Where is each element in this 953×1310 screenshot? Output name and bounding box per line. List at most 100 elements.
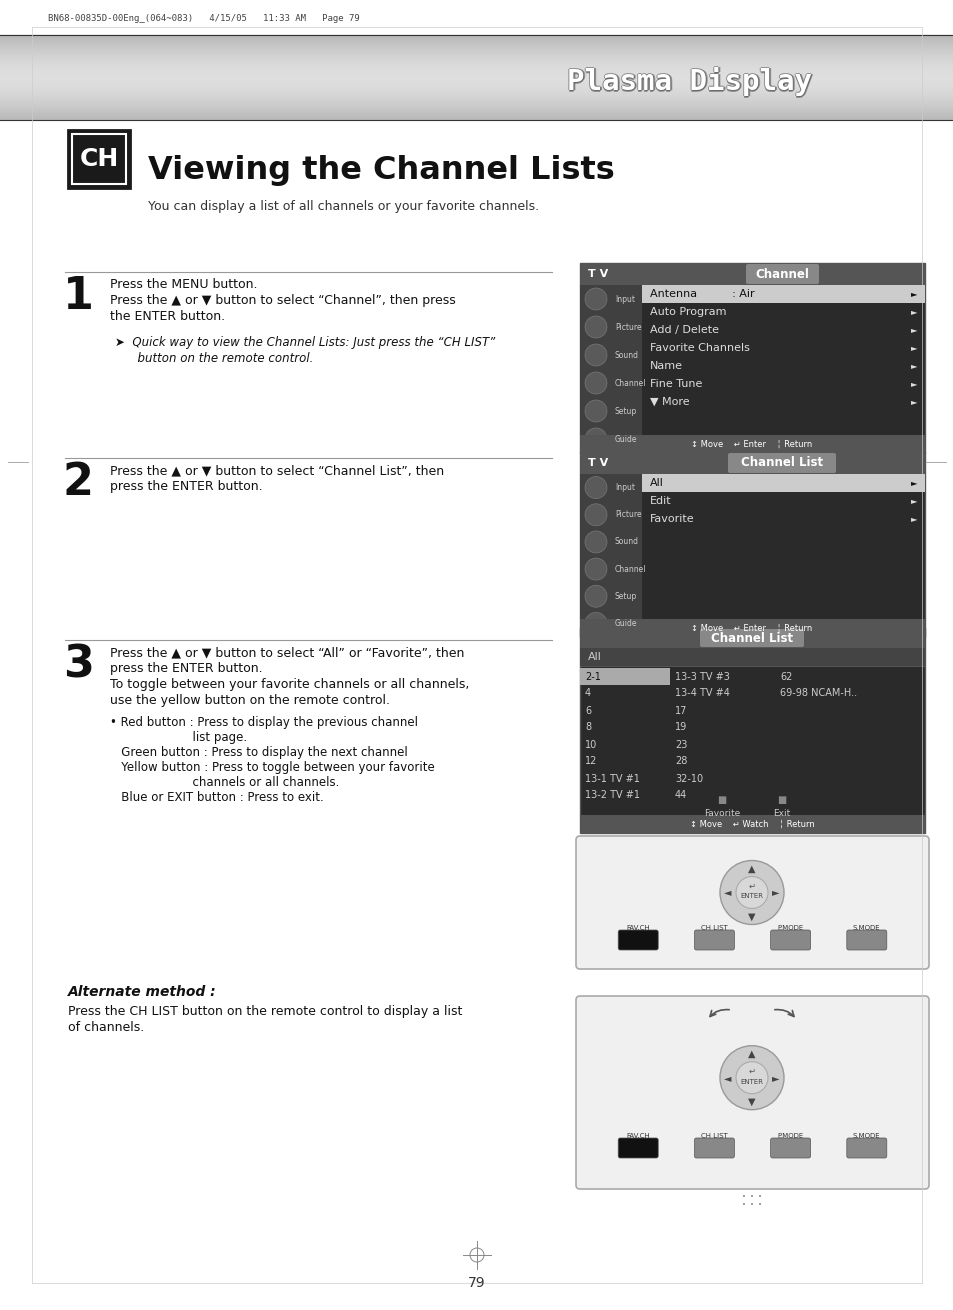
Text: ▲: ▲ [747,863,755,874]
Text: ►: ► [909,343,916,352]
Bar [579,435,924,453]
Text: Favorite: Favorite [649,514,694,524]
Text: 69-98 NCAM-H..: 69-98 NCAM-H.. [780,689,856,698]
Text: button on the remote control.: button on the remote control. [115,352,313,365]
Bar [579,668,669,685]
Bar [490,50,530,54]
Text: Input: Input [615,295,635,304]
FancyBboxPatch shape [694,1138,734,1158]
Text: Auto Program: Auto Program [649,307,726,317]
Text: ◄: ◄ [723,1073,731,1082]
Bar [579,263,924,286]
Bar [869,55,894,60]
Bar [68,130,130,189]
Text: T V: T V [587,458,608,468]
Bar [629,50,659,56]
Text: 44: 44 [675,790,686,800]
Bar [579,286,641,453]
Bar [579,620,924,637]
Text: Plasma Display: Plasma Display [567,68,812,97]
Bar [641,286,924,303]
Text: the ENTER button.: the ENTER button. [110,310,225,324]
Text: Picture: Picture [615,322,641,331]
Text: P.MODE: P.MODE [777,1133,802,1138]
Text: ▼ More: ▼ More [649,397,689,407]
Text: ►: ► [909,380,916,389]
Text: ►: ► [909,362,916,371]
Bar [579,627,924,648]
Circle shape [735,1061,767,1094]
Bar [609,50,627,60]
Text: press the ENTER button.: press the ENTER button. [110,479,262,493]
Text: Name: Name [649,362,682,371]
Text: •: • [741,1193,745,1200]
Text: ↵: ↵ [748,1068,755,1077]
Text: FAV.CH: FAV.CH [626,925,649,931]
Bar [700,55,740,67]
FancyBboxPatch shape [727,453,835,473]
Text: Blue or EXIT button : Press to exit.: Blue or EXIT button : Press to exit. [110,791,323,804]
Text: 12: 12 [584,756,597,766]
Text: 2: 2 [63,461,93,504]
Text: Add / Delete: Add / Delete [649,325,719,335]
Bar [71,134,126,183]
Circle shape [584,288,606,310]
Circle shape [584,372,606,394]
Text: Guide: Guide [615,435,637,444]
FancyBboxPatch shape [846,930,886,950]
Text: •: • [749,1193,753,1200]
Text: 79: 79 [468,1276,485,1290]
Text: ↕ Move    ↵ Enter    ╎ Return: ↕ Move ↵ Enter ╎ Return [691,624,812,633]
Text: of channels.: of channels. [68,1020,144,1034]
Text: Press the ▲ or ▼ button to select “Channel List”, then: Press the ▲ or ▼ button to select “Chann… [110,464,444,477]
Bar [579,474,641,637]
Text: ENTER: ENTER [740,1078,762,1085]
Text: •: • [758,1193,761,1200]
Bar [589,50,615,56]
Text: 13-2 TV #1: 13-2 TV #1 [584,790,639,800]
Text: You can display a list of all channels or your favorite channels.: You can display a list of all channels o… [148,200,538,214]
Text: Edit: Edit [649,496,671,506]
Bar [579,452,924,637]
Text: BN68-00835D-00Eng_(064~083)   4/15/05   11:33 AM   Page 79: BN68-00835D-00Eng_(064~083) 4/15/05 11:3… [48,14,359,24]
Text: Input: Input [615,483,635,493]
Bar [579,648,924,665]
Text: Sound: Sound [615,351,639,359]
Text: ►: ► [909,308,916,317]
Text: 13-4 TV #4: 13-4 TV #4 [675,689,729,698]
Text: CH LIST: CH LIST [700,925,727,931]
Text: •: • [758,1203,761,1208]
Text: Press the CH LIST button on the remote control to display a list: Press the CH LIST button on the remote c… [68,1005,462,1018]
Text: 1: 1 [63,275,93,318]
Text: ↕ Move    ↵ Watch    ╎ Return: ↕ Move ↵ Watch ╎ Return [689,820,814,828]
Text: 23: 23 [675,740,687,749]
Text: ►: ► [909,478,916,487]
Text: P.MODE: P.MODE [777,925,802,931]
Text: 13-1 TV #1: 13-1 TV #1 [584,773,639,783]
Text: Alternate method :: Alternate method : [68,985,216,1000]
Text: Favorite: Favorite [703,808,740,817]
Text: 32-10: 32-10 [675,773,702,783]
Text: •: • [741,1203,745,1208]
Circle shape [584,316,606,338]
Text: S.MODE: S.MODE [852,1133,880,1138]
Text: Plasma Display: Plasma Display [566,68,810,97]
Text: Fine Tune: Fine Tune [649,379,701,389]
Text: Exit: Exit [773,808,790,817]
Circle shape [584,612,606,634]
Text: Channel: Channel [615,565,646,574]
Text: Plasma Display: Plasma Display [567,67,812,96]
Text: ►: ► [909,496,916,506]
Text: Channel List: Channel List [710,631,792,645]
Text: ↕ Move    ↵ Enter    ╎ Return: ↕ Move ↵ Enter ╎ Return [691,439,812,448]
Bar [559,50,575,58]
Text: Guide: Guide [615,618,637,627]
Bar [539,50,559,55]
Circle shape [584,345,606,365]
Circle shape [584,428,606,451]
Bar [749,55,774,63]
Text: 8: 8 [584,723,591,732]
FancyBboxPatch shape [700,629,803,647]
Text: All: All [587,652,601,662]
Text: ►: ► [771,887,779,897]
